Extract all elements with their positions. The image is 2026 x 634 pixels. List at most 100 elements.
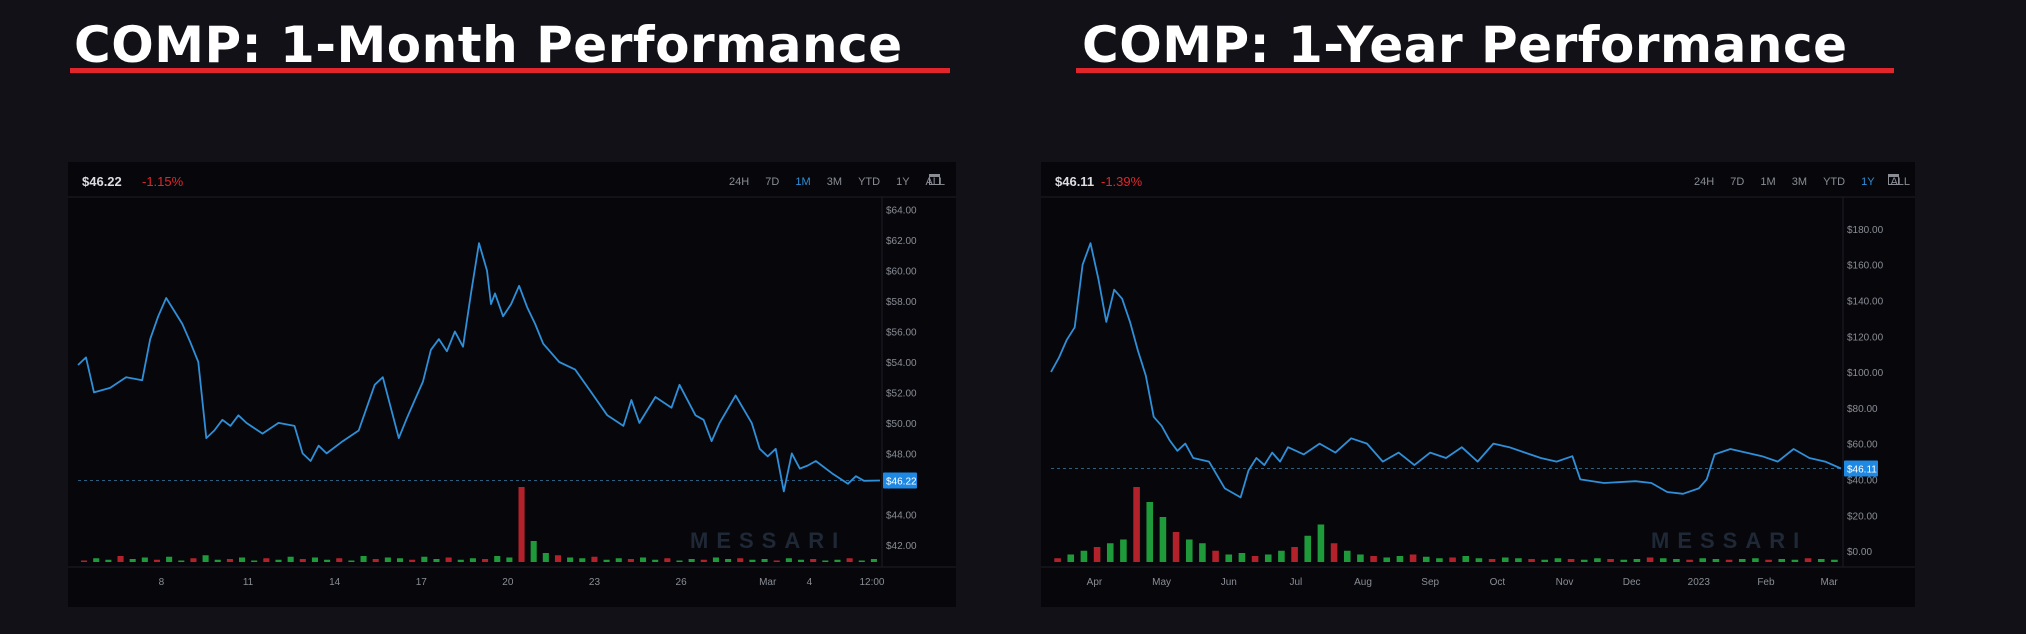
chart-panel-1m: $46.22 -1.15% 24H 7D 1M 3M YTD 1Y ALL $6… [68,162,956,607]
x-tick-label: Dec [1623,577,1641,588]
x-tick-label: 17 [416,577,428,588]
volume-bar [627,559,634,562]
volume-bar [372,559,379,562]
volume-bar [117,556,124,562]
range-3m[interactable]: 3M [1791,176,1807,188]
volume-bar [1146,502,1154,562]
chart-title-1y: COMP: 1-Year Performance [1082,16,1848,74]
volume-bar [858,560,865,562]
calendar-icon[interactable] [929,174,940,185]
volume-bar [214,559,221,562]
x-tick-label: 11 [243,577,254,588]
volume-bar [725,559,732,562]
volume-bar [421,556,428,562]
range-24h[interactable]: 24H [729,176,750,188]
volume-bar [1804,558,1812,562]
volume-bar [1093,547,1101,562]
x-tick-label: Jun [1221,577,1237,588]
y-tick-label: $180.00 [1847,225,1884,236]
volume-bar [1159,517,1167,562]
range-1m[interactable]: 1M [1760,176,1776,188]
range-1m[interactable]: 1M [795,176,811,188]
volume-bar [761,559,768,562]
volume-bar [870,559,877,562]
y-tick-label: $160.00 [1847,261,1884,272]
range-24h[interactable]: 24H [1694,176,1715,188]
volume-bar [834,559,841,562]
x-tick-label: 2023 [1688,577,1711,588]
range-7d[interactable]: 7D [765,176,780,188]
range-3m[interactable]: 3M [826,176,842,188]
current-price-tag-label: $46.11 [1847,465,1877,476]
calendar-icon[interactable] [1888,174,1899,185]
volume-bar [1357,554,1364,562]
volume-bar [1633,559,1641,562]
range-7d[interactable]: 7D [1730,176,1745,188]
volume-bar [530,541,537,562]
y-tick-label: $120.00 [1847,332,1884,343]
volume-bar [1567,559,1575,562]
volume-bar [1330,543,1338,562]
volume-bar [1462,556,1470,562]
current-price-tag [883,472,917,489]
volume-bar [1528,559,1535,562]
range-all[interactable]: ALL [925,176,946,188]
range-1y[interactable]: 1Y [896,176,910,188]
price-chart-1y: $180.00 $160.00 $140.00 $120.00 $100.00 $80.0… [1041,196,1915,588]
x-tick-label: 14 [329,577,341,588]
y-tick-label: $0.00 [1847,547,1872,558]
volume-bar [567,557,574,562]
volume-bar [1278,550,1285,562]
volume-bar [1607,559,1614,562]
volume-bar [1370,556,1377,562]
volume-bar [251,560,258,562]
y-tick-label: $60.00 [1847,440,1878,451]
volume-bar [1791,559,1799,562]
volume-bar [822,560,829,562]
volume-bar [554,555,562,562]
price-line [1050,242,1842,499]
volume-bar [1554,558,1562,562]
y-tick-label: $62.00 [886,236,917,247]
volume-bar [1251,556,1259,562]
volume-bar [506,557,513,562]
y-tick-label: $64.00 [886,206,917,217]
y-tick-label: $56.00 [886,327,917,338]
volume-bar [1501,557,1509,562]
y-tick-label: $58.00 [886,297,917,308]
y-tick-label: $60.00 [886,267,917,278]
price-line [77,242,881,493]
x-tick-label: 12:00 [859,577,884,588]
current-price-tag-label: $46.22 [886,476,917,487]
volume-bar [749,559,756,562]
y-tick-label: $50.00 [886,419,917,430]
volume-bar [336,558,343,562]
range-ytd[interactable]: YTD [1823,176,1846,188]
y-tick-label: $100.00 [1847,368,1884,379]
current-price: $46.22 [82,174,122,189]
x-tick-label: Oct [1490,577,1506,588]
x-tick-label: Mar [1821,577,1839,588]
volume-bar [1686,559,1693,562]
y-tick-label: $40.00 [1847,475,1878,486]
volume-bar [129,559,136,562]
volume-bar [700,559,707,562]
volume-bar [652,559,659,562]
x-tick-label: 8 [159,577,165,588]
volume-bar [287,556,294,562]
range-1y[interactable]: 1Y [1861,176,1875,188]
range-selector: 24H 7D 1M 3M YTD 1Y ALL [716,176,945,188]
volume-bar [1646,557,1654,562]
volume-bar [1396,556,1404,562]
volume-bar [1067,554,1075,562]
volume-bar [737,558,744,562]
volume-bar [1304,535,1312,562]
range-ytd[interactable]: YTD [858,176,881,188]
volume-bar [1620,559,1628,562]
range-all[interactable]: ALL [1890,176,1911,188]
volume-bar [1488,559,1496,562]
price-chart-1m: $64.00 $62.00 $60.00 $58.00 $56.00 $54.00 $52.… [68,196,956,588]
volume-bar [518,487,525,562]
volume-bar [1712,559,1720,562]
volume-bar [1225,554,1233,562]
